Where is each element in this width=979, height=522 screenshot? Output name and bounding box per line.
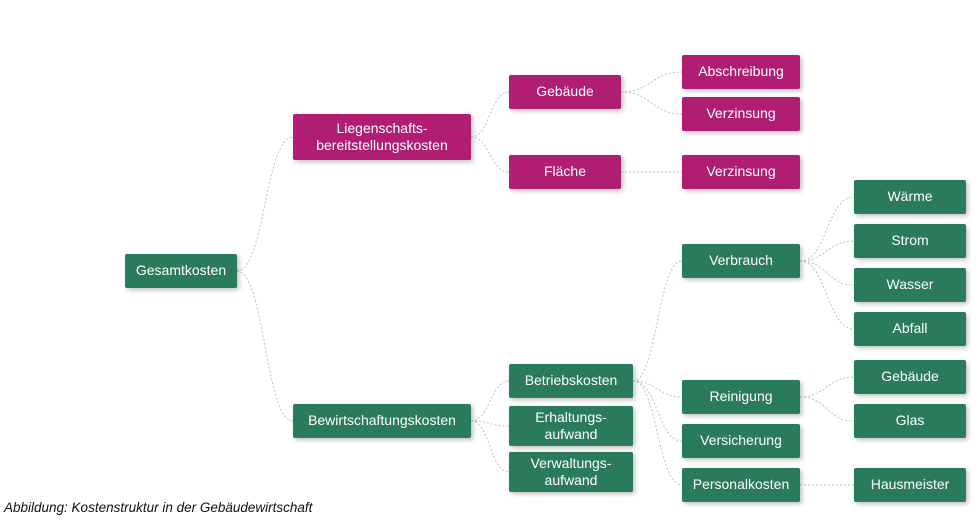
edge-gesamt-liegen bbox=[237, 137, 293, 271]
edge-betrieb-verbrauch bbox=[633, 261, 682, 381]
edge-betrieb-reinigung bbox=[633, 381, 682, 397]
edge-betrieb-personal bbox=[633, 381, 682, 485]
edge-bewirt-erhalt bbox=[471, 421, 509, 426]
node-verz1: Verzinsung bbox=[682, 97, 800, 131]
edge-verbrauch-waerme bbox=[800, 197, 854, 261]
node-gebaeude1: Gebäude bbox=[509, 75, 621, 109]
edge-reinigung-gebaeude2 bbox=[800, 377, 854, 397]
edge-verbrauch-abfall bbox=[800, 261, 854, 329]
node-verwalt: Verwaltungs- aufwand bbox=[509, 452, 633, 492]
node-versich: Versicherung bbox=[682, 424, 800, 458]
edge-gesamt-bewirt bbox=[237, 271, 293, 421]
edge-reinigung-glas bbox=[800, 397, 854, 421]
node-verz2: Verzinsung bbox=[682, 155, 800, 189]
edge-gebaeude1-verz1 bbox=[621, 92, 682, 114]
edge-bewirt-verwalt bbox=[471, 421, 509, 472]
edge-betrieb-versich bbox=[633, 381, 682, 441]
node-hausmeister: Hausmeister bbox=[854, 468, 966, 502]
node-flaeche: Fläche bbox=[509, 155, 621, 189]
node-liegen: Liegenschafts- bereitstellungskosten bbox=[293, 114, 471, 160]
node-abschr: Abschreibung bbox=[682, 55, 800, 89]
node-betrieb: Betriebskosten bbox=[509, 364, 633, 398]
node-glas: Glas bbox=[854, 404, 966, 438]
edge-liegen-gebaeude1 bbox=[471, 92, 509, 137]
edge-liegen-flaeche bbox=[471, 137, 509, 172]
node-bewirt: Bewirtschaftungskosten bbox=[293, 404, 471, 438]
node-reinigung: Reinigung bbox=[682, 380, 800, 414]
node-waerme: Wärme bbox=[854, 180, 966, 214]
edge-verbrauch-wasser bbox=[800, 261, 854, 285]
node-wasser: Wasser bbox=[854, 268, 966, 302]
node-personal: Personalkosten bbox=[682, 468, 800, 502]
node-abfall: Abfall bbox=[854, 312, 966, 346]
edge-gebaeude1-abschr bbox=[621, 72, 682, 92]
node-erhalt: Erhaltungs- aufwand bbox=[509, 406, 633, 446]
node-strom: Strom bbox=[854, 224, 966, 258]
edge-verbrauch-strom bbox=[800, 241, 854, 261]
node-gebaeude2: Gebäude bbox=[854, 360, 966, 394]
node-verbrauch: Verbrauch bbox=[682, 244, 800, 278]
figure-caption: Abbildung: Kostenstruktur in der Gebäude… bbox=[4, 500, 312, 515]
edge-bewirt-betrieb bbox=[471, 381, 509, 421]
node-gesamt: Gesamtkosten bbox=[125, 254, 237, 288]
